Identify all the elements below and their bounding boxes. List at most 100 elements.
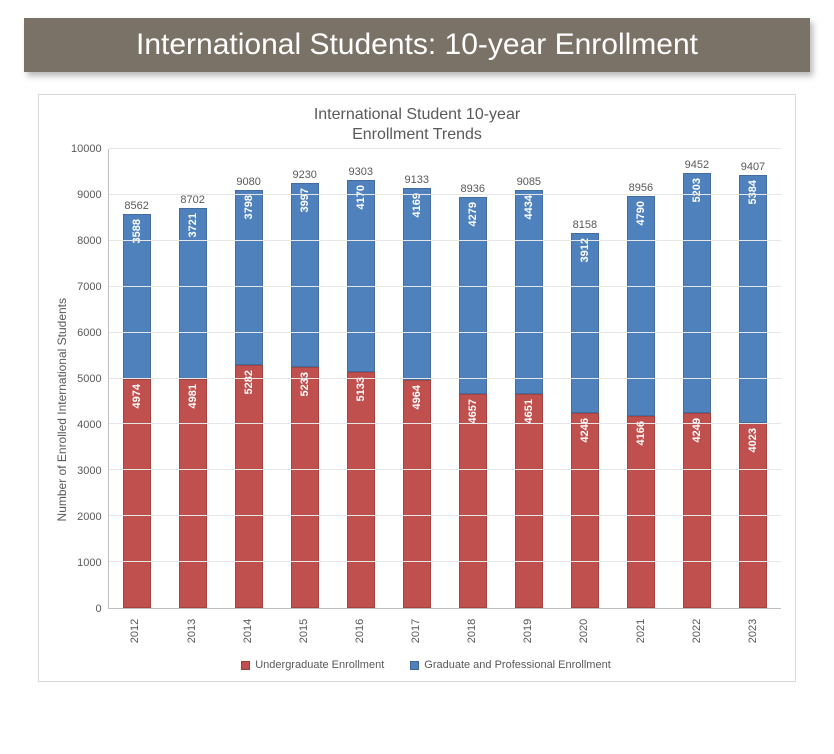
bar-segment-label: 4279 [467,202,479,226]
legend-item: Undergraduate Enrollment [241,659,384,671]
bar-segment-label: 3912 [579,238,591,262]
x-tick: 2018 [444,613,500,625]
bar-segment-label: 4790 [635,201,647,225]
grid-line [109,378,781,379]
x-axis-ticks: 2012201320142015201620172018201920202021… [108,613,781,625]
bar-segment-label: 4651 [523,399,535,423]
x-tick: 2012 [108,613,164,625]
chart-title: International Student 10-year Enrollment… [53,105,781,145]
x-tick: 2023 [725,613,781,625]
bar-segment: 4790 [627,196,655,416]
bar-segment: 3721 [179,208,207,379]
bar-segment: 4981 [179,379,207,608]
bar-segment-label: 4249 [691,418,703,442]
bar-segment-label: 4981 [187,384,199,408]
bar-segment: 4964 [403,380,431,608]
grid-line [109,423,781,424]
bar-stack: 4981 3721 [179,208,207,608]
bar-segment: 4169 [403,188,431,380]
x-tick: 2015 [276,613,332,625]
bar-segment-label: 4434 [523,195,535,219]
x-tick: 2013 [164,613,220,625]
bar-slot: 9230 5233 3997 [277,149,333,608]
page-title-bar: International Students: 10-year Enrollme… [24,18,810,72]
plot-area: 8562497435888702 4981 3721 9080 5282 3798 9230… [108,149,781,609]
bar-segment-label: 4974 [131,384,143,408]
bar-segment: 5133 [347,372,375,608]
bar-slot: 9452 4249 5203 [669,149,725,608]
bar-segment: 3997 [291,183,319,367]
bar-segment: 4249 [683,413,711,608]
bar-slot: 9303 51334170 [333,149,389,608]
legend: Undergraduate Enrollment Graduate and Pro… [71,659,781,671]
bar-slot: 856249743588 [109,149,165,608]
grid-line [109,240,781,241]
bar-stack: 51334170 [347,180,375,608]
bar-total-label: 9230 [275,169,335,181]
bar-stack: 4964 4169 [403,188,431,608]
bar-segment: 3912 [571,233,599,413]
bar-stack: 49743588 [123,214,151,608]
bar-stack: 4166 4790 [627,196,655,608]
grid-line [109,469,781,470]
bar-segment: 4657 [459,394,487,608]
bar-slot: 9133 4964 4169 [389,149,445,608]
bar-total-label: 8158 [555,219,615,231]
bar-stack: 5282 3798 [235,190,263,608]
bar-segment-label: 5203 [691,178,703,202]
bar-segment-label: 4657 [467,399,479,423]
bar-slot: 8702 4981 3721 [165,149,221,608]
bar-segment: 3798 [235,190,263,365]
bar-slot: 8158 4246 3912 [557,149,613,608]
grid-line [109,561,781,562]
x-tick: 2014 [220,613,276,625]
x-tick: 2017 [388,613,444,625]
bar-segment-label: 4964 [411,385,423,409]
grid-line [109,515,781,516]
bar-segment: 4974 [123,379,151,608]
legend-swatch [241,661,250,670]
page-title: International Students: 10-year Enrollme… [136,28,698,61]
x-tick: 2020 [557,613,613,625]
bar-segment: 5384 [739,175,767,423]
bar-total-label: 9133 [387,174,447,186]
bars-container: 8562497435888702 4981 3721 9080 5282 3798 9230… [109,149,781,608]
bar-total-label: 9085 [499,176,559,188]
bar-segment-label: 5282 [243,370,255,394]
bar-segment-label: 5133 [355,377,367,401]
chart-card: International Student 10-year Enrollment… [38,94,796,682]
bar-segment-label: 3997 [299,188,311,212]
x-tick: 2022 [669,613,725,625]
bar-stack: 5233 3997 [291,183,319,608]
chart-title-line1: International Student 10-year [314,106,520,123]
bar-total-label: 8956 [611,182,671,194]
bar-segment-label: 5233 [299,372,311,396]
legend-item: Graduate and Professional Enrollment [410,659,611,671]
bar-segment: 4651 [515,394,543,608]
bar-segment: 5282 [235,365,263,608]
bar-segment: 4166 [627,416,655,608]
bar-segment: 4279 [459,197,487,394]
bar-segment-label: 3798 [243,195,255,219]
bar-segment-label: 4166 [635,421,647,445]
x-tick: 2021 [613,613,669,625]
y-axis-label: Number of Enrolled International Student… [53,298,71,521]
bar-total-label: 9080 [219,176,279,188]
chart-title-line2: Enrollment Trends [352,126,482,143]
x-tick: 2019 [500,613,556,625]
bar-segment-label: 4023 [747,428,759,452]
grid-line [109,286,781,287]
grid-line [109,332,781,333]
bar-total-label: 9303 [331,166,391,178]
legend-label: Undergraduate Enrollment [255,659,384,671]
bar-segment-label: 5384 [747,180,759,204]
bar-stack: 4249 5203 [683,173,711,608]
bar-slot: 8956 4166 4790 [613,149,669,608]
bar-total-label: 8702 [163,194,223,206]
legend-swatch [410,661,419,670]
bar-stack: 4657 4279 [459,197,487,608]
bar-total-label: 9452 [667,159,727,171]
bar-segment: 5233 [291,367,319,608]
plot-wrap: Number of Enrolled International Student… [53,149,781,671]
bar-segment: 4246 [571,413,599,608]
